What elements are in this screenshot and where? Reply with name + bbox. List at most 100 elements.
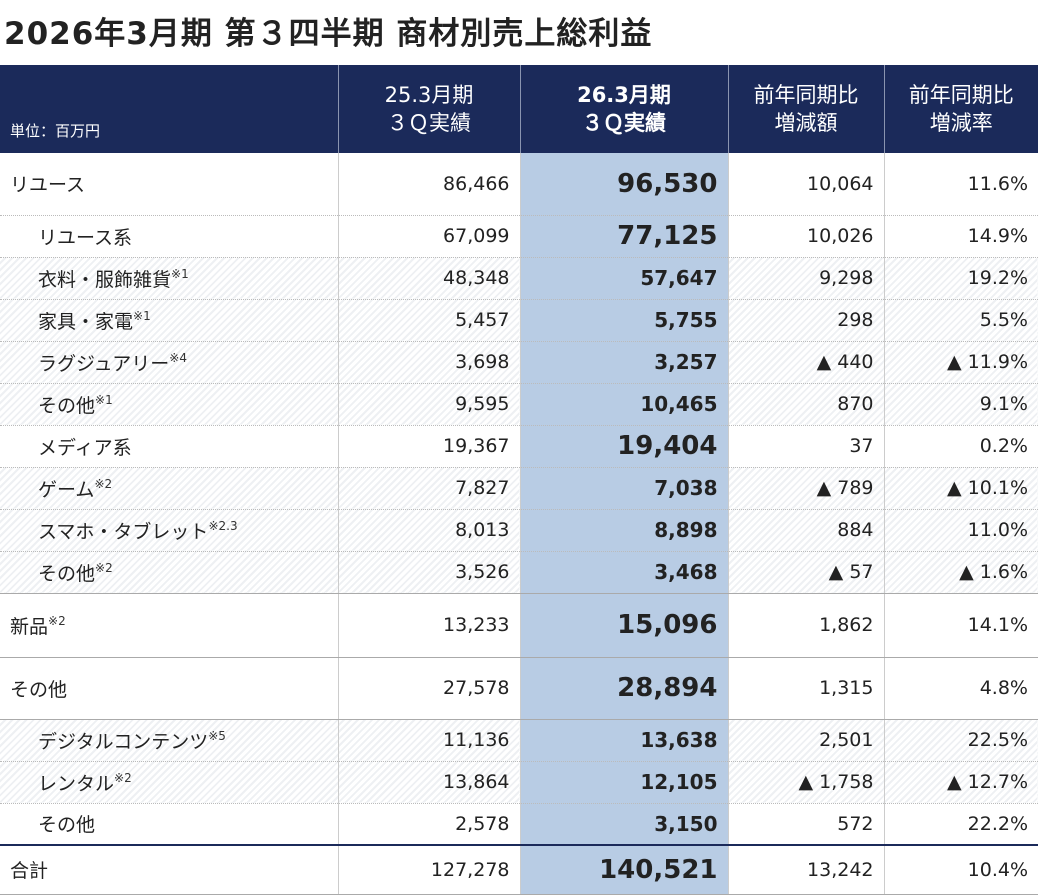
footnote-mark: ※1 <box>95 392 113 407</box>
table-row: リユース 86,466 96,530 10,064 11.6% <box>0 153 1038 216</box>
value-cell: 37 <box>727 425 884 468</box>
table-row: 合計 127,278 140,521 13,242 10.4% <box>0 845 1038 895</box>
row-label: メディア系 <box>38 436 132 459</box>
value-cell: 5,457 <box>337 299 520 342</box>
value-cell: 12,105 <box>519 761 728 804</box>
row-label-cell: 新品※2 <box>0 593 338 658</box>
column-header: 前年同期比 増減額 <box>727 65 884 153</box>
value-cell: 3,526 <box>337 551 520 594</box>
value-cell: ▲ 1.6% <box>883 551 1038 594</box>
value-cell: 22.5% <box>883 719 1038 762</box>
table-row: 新品※2 13,233 15,096 1,862 14.1% <box>0 593 1038 658</box>
value-cell: ▲ 10.1% <box>883 467 1038 510</box>
table-row: 家具・家電※1 5,457 5,755 298 5.5% <box>0 299 1038 342</box>
value-cell: 57,647 <box>519 257 728 300</box>
row-label: その他 <box>38 562 96 585</box>
table-row: 衣料・服飾雑貨※1 48,348 57,647 9,298 19.2% <box>0 257 1038 300</box>
unit-label: 単位：百万円 <box>0 65 338 153</box>
footnote-mark: ※1 <box>133 308 151 323</box>
footnote-mark: ※5 <box>208 728 226 743</box>
row-label: リユース <box>10 174 86 197</box>
value-cell: 9,298 <box>727 257 884 300</box>
value-cell: ▲ 11.9% <box>883 341 1038 384</box>
row-label-cell: その他 <box>0 803 338 846</box>
value-cell: 14.9% <box>883 215 1038 258</box>
row-label-cell: 衣料・服飾雑貨※1 <box>0 257 338 300</box>
column-header: 26.3月期 ３Ｑ実績 <box>519 65 728 153</box>
footnote-mark: ※2 <box>48 613 66 628</box>
table-row: スマホ・タブレット※2.3 8,013 8,898 884 11.0% <box>0 509 1038 552</box>
footnote-mark: ※1 <box>171 266 189 281</box>
row-label: ゲーム <box>38 478 95 501</box>
value-cell: 13,638 <box>519 719 728 762</box>
table-row: その他※1 9,595 10,465 870 9.1% <box>0 383 1038 426</box>
value-cell: ▲ 1,758 <box>727 761 884 804</box>
row-label-cell: 合計 <box>0 845 338 895</box>
row-label: デジタルコンテンツ <box>38 730 209 753</box>
profit-table: 単位：百万円 25.3月期 ３Ｑ実績 26.3月期 ３Ｑ実績 前年同期比 増減額 前年同期比… <box>0 65 1038 895</box>
row-label-cell: メディア系 <box>0 425 338 468</box>
row-label: その他 <box>38 394 96 417</box>
footnote-mark: ※2.3 <box>208 518 238 533</box>
value-cell: ▲ 440 <box>727 341 884 384</box>
value-cell: 19,367 <box>337 425 520 468</box>
value-cell: 77,125 <box>519 215 728 258</box>
row-label: レンタル <box>38 772 115 795</box>
value-cell: 298 <box>727 299 884 342</box>
header-line: 25.3月期 <box>384 83 474 107</box>
column-header: 前年同期比 増減率 <box>883 65 1038 153</box>
table-row: レンタル※2 13,864 12,105 ▲ 1,758 ▲ 12.7% <box>0 761 1038 804</box>
value-cell: 127,278 <box>337 845 520 895</box>
footnote-mark: ※2 <box>114 770 132 785</box>
value-cell: ▲ 57 <box>727 551 884 594</box>
row-label-cell: リユース系 <box>0 215 338 258</box>
header-line: 増減額 <box>774 111 838 135</box>
table-row: リユース系 67,099 77,125 10,026 14.9% <box>0 215 1038 258</box>
table-row: メディア系 19,367 19,404 37 0.2% <box>0 425 1038 468</box>
table-row: その他※2 3,526 3,468 ▲ 57 ▲ 1.6% <box>0 551 1038 594</box>
value-cell: 48,348 <box>337 257 520 300</box>
value-cell: 870 <box>727 383 884 426</box>
row-label-cell: ゲーム※2 <box>0 467 338 510</box>
footnote-mark: ※4 <box>169 350 187 365</box>
header-line: 増減率 <box>929 111 993 135</box>
value-cell: 0.2% <box>883 425 1038 468</box>
table-header: 単位：百万円 25.3月期 ３Ｑ実績 26.3月期 ３Ｑ実績 前年同期比 増減額 前年同期比… <box>0 65 1038 153</box>
value-cell: 7,038 <box>519 467 728 510</box>
table-row: ゲーム※2 7,827 7,038 ▲ 789 ▲ 10.1% <box>0 467 1038 510</box>
value-cell: ▲ 12.7% <box>883 761 1038 804</box>
column-header: 25.3月期 ３Ｑ実績 <box>337 65 520 153</box>
value-cell: 5.5% <box>883 299 1038 342</box>
value-cell: 2,578 <box>337 803 520 846</box>
value-cell: 10,026 <box>727 215 884 258</box>
value-cell: 13,242 <box>727 845 884 895</box>
row-label: 新品 <box>10 615 49 638</box>
value-cell: 11,136 <box>337 719 520 762</box>
value-cell: 5,755 <box>519 299 728 342</box>
value-cell: 28,894 <box>519 657 728 720</box>
footnote-mark: ※2 <box>94 476 113 491</box>
row-label-cell: レンタル※2 <box>0 761 338 804</box>
value-cell: 8,898 <box>519 509 728 552</box>
value-cell: 884 <box>727 509 884 552</box>
value-cell: 13,864 <box>337 761 520 804</box>
value-cell: 27,578 <box>337 657 520 720</box>
value-cell: 10,465 <box>519 383 728 426</box>
value-cell: 3,257 <box>519 341 728 384</box>
value-cell: 1,862 <box>727 593 884 658</box>
value-cell: 19.2% <box>883 257 1038 300</box>
value-cell: 19,404 <box>519 425 728 468</box>
value-cell: 1,315 <box>727 657 884 720</box>
value-cell: 4.8% <box>883 657 1038 720</box>
value-cell: 86,466 <box>337 153 520 216</box>
value-cell: 11.0% <box>883 509 1038 552</box>
row-label-cell: その他※2 <box>0 551 338 594</box>
value-cell: 9.1% <box>883 383 1038 426</box>
row-label: その他 <box>38 814 96 837</box>
value-cell: 67,099 <box>337 215 520 258</box>
table-row: ラグジュアリー※4 3,698 3,257 ▲ 440 ▲ 11.9% <box>0 341 1038 384</box>
row-label-cell: 家具・家電※1 <box>0 299 338 342</box>
row-label-cell: その他※1 <box>0 383 338 426</box>
header-line: 26.3月期 <box>577 83 671 107</box>
value-cell: 3,698 <box>337 341 520 384</box>
